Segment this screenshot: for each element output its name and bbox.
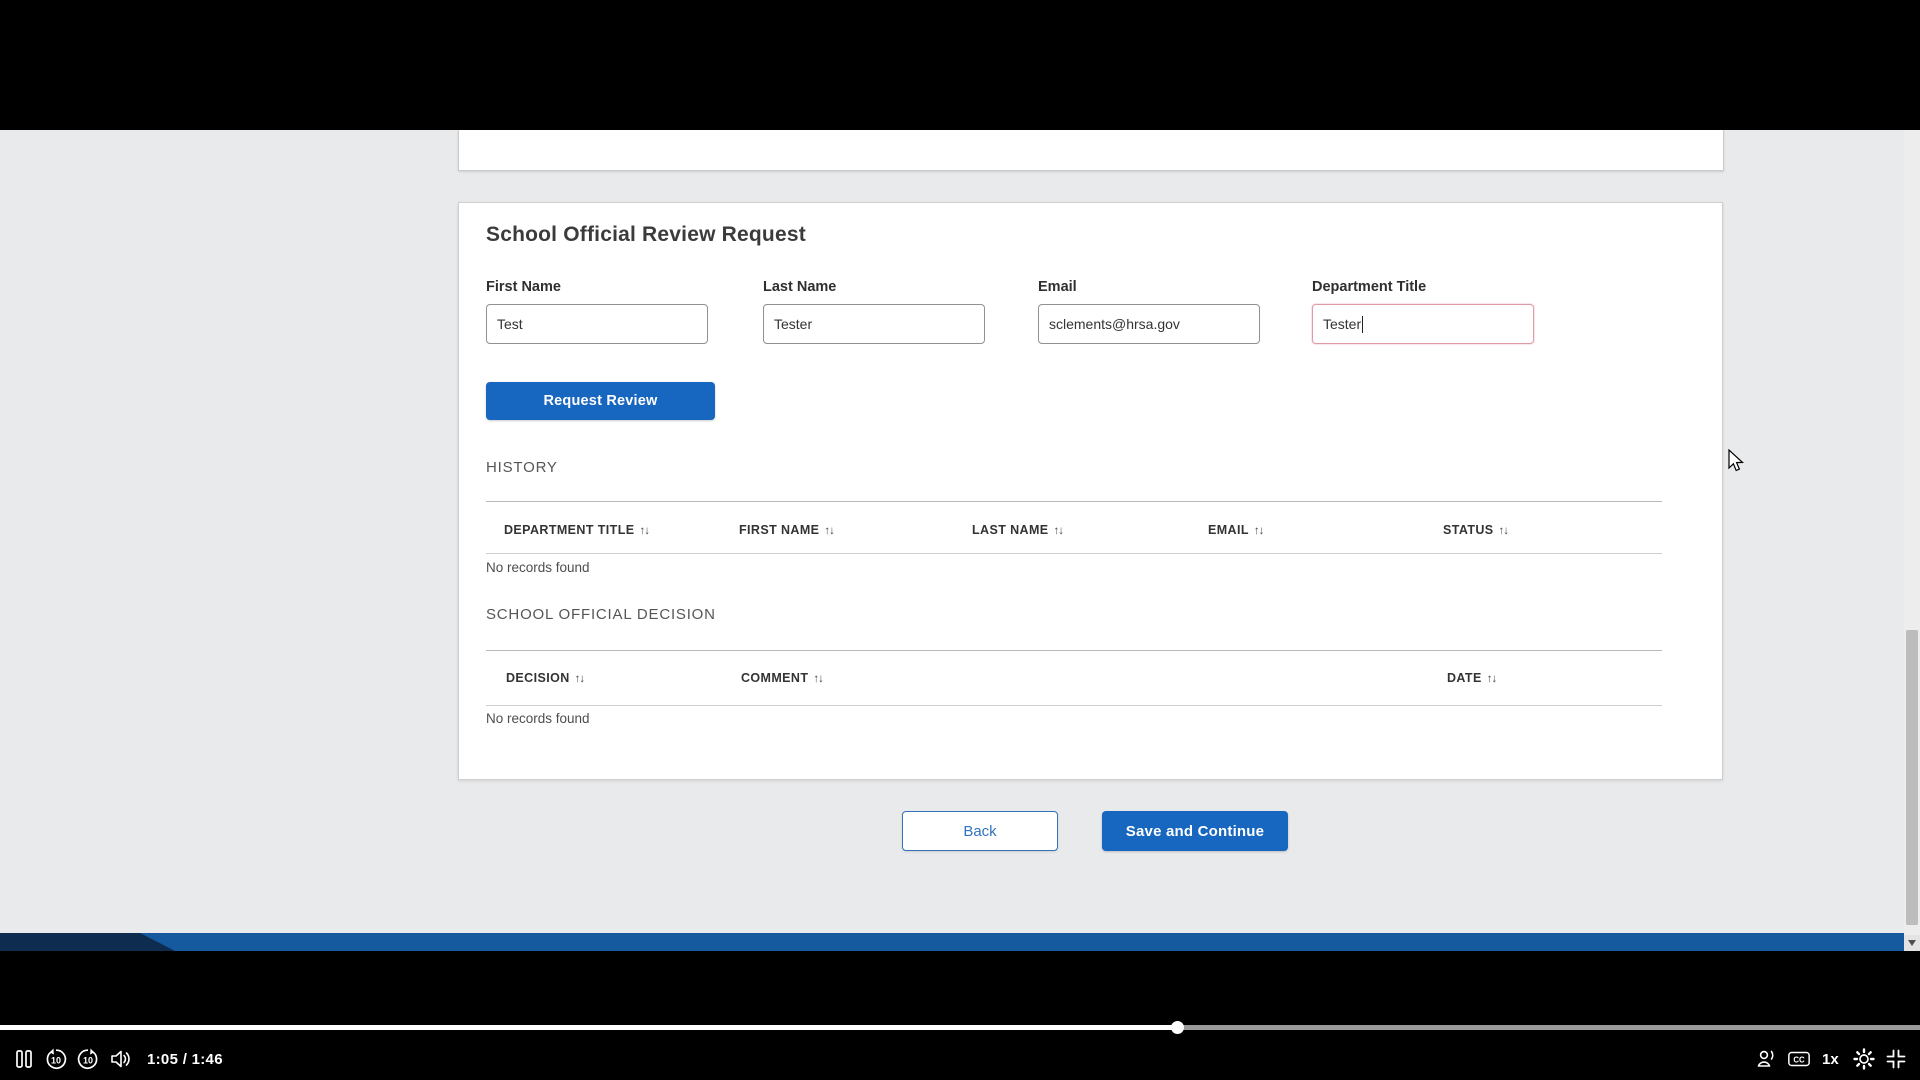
pause-icon [16, 1050, 32, 1068]
history-table-top-divider [486, 501, 1662, 502]
sort-icon[interactable]: ↑↓ [1486, 673, 1497, 685]
last-name-field: Last Name Tester [763, 279, 985, 344]
decision-col-date[interactable]: DATE ↑↓ [1447, 671, 1497, 685]
audio-description-button[interactable] [1755, 1047, 1779, 1071]
email-input[interactable]: sclements@hrsa.gov [1038, 304, 1260, 344]
first-name-input[interactable]: Test [486, 304, 708, 344]
last-name-input[interactable]: Tester [763, 304, 985, 344]
sort-icon[interactable]: ↑↓ [1053, 525, 1064, 537]
forward-10-button[interactable]: 10 [76, 1047, 100, 1071]
review-request-card: School Official Review Request First Nam… [458, 202, 1723, 780]
fullscreen-button[interactable] [1884, 1047, 1908, 1071]
footer-navy-segment [0, 933, 175, 951]
sort-icon[interactable]: ↑↓ [1253, 525, 1264, 537]
save-and-continue-button[interactable]: Save and Continue [1102, 811, 1288, 851]
sort-icon[interactable]: ↑↓ [574, 673, 585, 685]
narrator-icon [1757, 1050, 1774, 1067]
cc-icon: CC [1788, 1051, 1810, 1067]
rewind-10-button[interactable]: 10 [44, 1047, 68, 1071]
webpage-viewport: School Official Review Request First Nam… [0, 130, 1920, 951]
decision-col-decision[interactable]: DECISION ↑↓ [506, 671, 585, 685]
sort-icon[interactable]: ↑↓ [824, 525, 834, 537]
decision-empty-text: No records found [486, 711, 590, 726]
history-header-divider [486, 553, 1662, 554]
decision-section-title: SCHOOL OFFICIAL DECISION [486, 606, 716, 623]
closed-captions-button[interactable]: CC [1787, 1047, 1811, 1071]
history-col-last-name[interactable]: LAST NAME ↑↓ [972, 523, 1064, 537]
department-title-input[interactable]: Tester [1312, 304, 1534, 344]
department-title-label: Department Title [1312, 279, 1427, 295]
playback-speed-button[interactable]: 1x [1822, 1050, 1839, 1068]
forward-10-icon: 10 [77, 1048, 98, 1070]
department-title-field: Department Title Tester [1312, 279, 1534, 344]
decision-header-divider [486, 705, 1662, 706]
svg-text:10: 10 [51, 1056, 61, 1066]
video-progress-bar[interactable] [0, 1021, 1920, 1034]
history-col-department-title[interactable]: DEPARTMENT TITLE ↑↓ [504, 523, 650, 537]
sort-icon[interactable]: ↑↓ [1498, 525, 1509, 537]
fullscreen-icon [1886, 1049, 1906, 1069]
email-label: Email [1038, 279, 1077, 295]
svg-text:10: 10 [83, 1056, 93, 1066]
pause-button[interactable] [12, 1047, 36, 1071]
progress-scrubber[interactable] [1170, 1021, 1184, 1034]
history-empty-text: No records found [486, 560, 590, 575]
volume-button[interactable] [108, 1047, 132, 1071]
first-name-label: First Name [486, 279, 561, 295]
sort-icon[interactable]: ↑↓ [639, 525, 649, 537]
back-button[interactable]: Back [902, 811, 1058, 851]
first-name-field: First Name Test [486, 279, 708, 344]
scrollbar[interactable] [1904, 130, 1920, 951]
last-name-label: Last Name [763, 279, 837, 295]
rewind-10-icon: 10 [46, 1048, 67, 1070]
decision-table-top-divider [486, 650, 1662, 651]
svg-text:CC: CC [1793, 1056, 1805, 1065]
history-col-first-name[interactable]: FIRST NAME ↑↓ [739, 523, 835, 537]
sort-icon[interactable]: ↑↓ [813, 673, 823, 685]
settings-button[interactable] [1852, 1047, 1876, 1071]
down-arrow-icon [1908, 940, 1916, 946]
history-col-email[interactable]: EMAIL ↑↓ [1208, 523, 1264, 537]
progress-played [0, 1025, 1177, 1030]
mouse-cursor [1728, 449, 1744, 472]
history-section-title: HISTORY [486, 459, 558, 476]
decision-col-comment[interactable]: COMMENT ↑↓ [741, 671, 824, 685]
history-col-status[interactable]: STATUS ↑↓ [1443, 523, 1509, 537]
scrollbar-thumb[interactable] [1906, 630, 1918, 925]
gear-icon [1853, 1048, 1875, 1070]
text-caret [1362, 315, 1364, 333]
time-display: 1:05 / 1:46 [147, 1050, 223, 1068]
video-player-controls: 10 10 1:05 / 1:46 [0, 951, 1920, 1080]
page-footer-band [0, 933, 1920, 951]
previous-card-remnant [458, 130, 1724, 171]
email-field: Email sclements@hrsa.gov [1038, 279, 1260, 344]
scrollbar-down-button[interactable] [1904, 935, 1920, 951]
volume-icon [111, 1050, 130, 1068]
request-review-button[interactable]: Request Review [486, 382, 715, 420]
card-title: School Official Review Request [486, 223, 806, 246]
